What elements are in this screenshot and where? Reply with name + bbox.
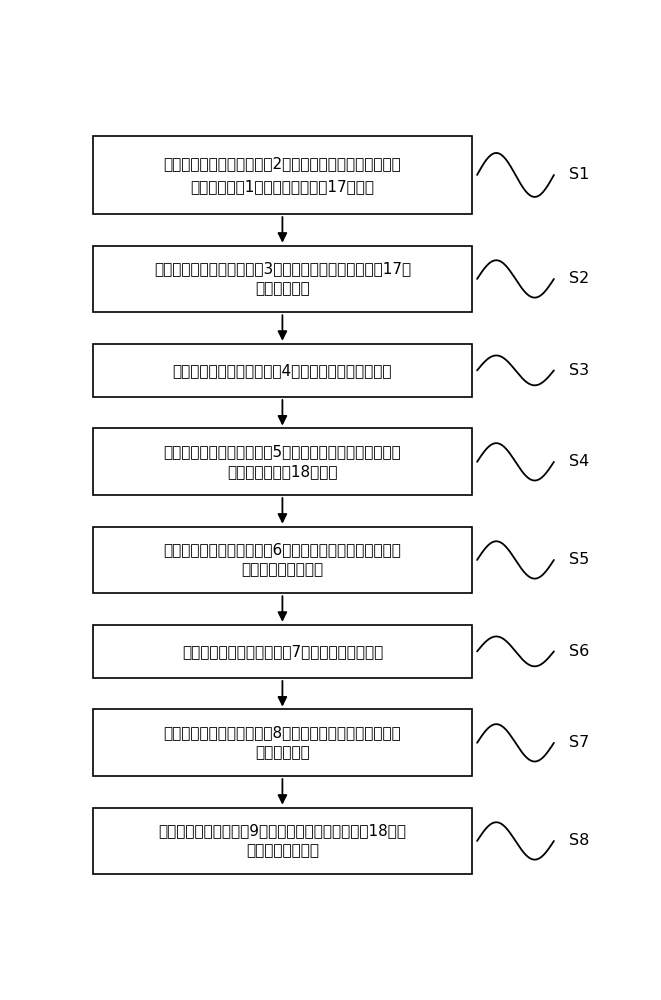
Text: S8: S8 <box>569 833 590 848</box>
Text: 芯轴涂油：芯轴加油装置（7）对芯轴进行涂油。: 芯轴涂油：芯轴加油装置（7）对芯轴进行涂油。 <box>182 644 383 659</box>
Bar <box>93 246 472 312</box>
Text: 机壳中的芯轴上方。: 机壳中的芯轴上方。 <box>241 562 323 577</box>
Text: 机壳翻转：机壳翻转装置（5）将装有芯轴额机壳翻转后放: 机壳翻转：机壳翻转装置（5）将装有芯轴额机壳翻转后放 <box>163 444 401 459</box>
Text: S2: S2 <box>569 271 590 286</box>
Text: 转子组装：转子上料装置（8）将转子清洗之后搬运到芯轴: 转子组装：转子上料装置（8）将转子清洗之后搬运到芯轴 <box>163 725 401 740</box>
Text: S1: S1 <box>569 167 590 182</box>
Text: 中实现上料。: 中实现上料。 <box>255 281 310 296</box>
Text: 芯轴铆压：芯轴铆压装置（4）将芯轴压紧在机壳中。: 芯轴铆压：芯轴铆压装置（4）将芯轴压紧在机壳中。 <box>173 363 392 378</box>
Text: 上实现组装。: 上实现组装。 <box>255 745 310 760</box>
Text: S3: S3 <box>569 363 590 378</box>
Text: S6: S6 <box>569 644 590 659</box>
Text: 弹片组装：弹片上料装置（6）在弹片裁切出来后，组装到: 弹片组装：弹片上料装置（6）在弹片裁切出来后，组装到 <box>163 542 401 557</box>
Text: S7: S7 <box>569 735 590 750</box>
Text: 夹出，实现下料。: 夹出，实现下料。 <box>246 843 319 858</box>
Bar <box>93 136 472 214</box>
Bar <box>93 428 472 495</box>
Text: 具转动装置（1）中的正装治具（17）中。: 具转动装置（1）中的正装治具（17）中。 <box>190 179 374 194</box>
Text: S4: S4 <box>569 454 590 469</box>
Text: S5: S5 <box>569 552 590 567</box>
Bar <box>93 625 472 678</box>
Bar <box>93 344 472 397</box>
Bar <box>93 808 472 874</box>
Text: 机壳上料：机壳上料装置（3）将机壳搬运至正装治具（17）: 机壳上料：机壳上料装置（3）将机壳搬运至正装治具（17） <box>154 261 411 276</box>
Text: 芯轴上料：芯轴上料装置（2）将芯轴分离出来，搬运至治: 芯轴上料：芯轴上料装置（2）将芯轴分离出来，搬运至治 <box>163 156 401 171</box>
Bar <box>93 527 472 593</box>
Text: 下料：产品下料装置（9）将组成产品从反装治具（18）中: 下料：产品下料装置（9）将组成产品从反装治具（18）中 <box>159 823 407 838</box>
Bar <box>93 709 472 776</box>
Text: 置在反装治具（18）中。: 置在反装治具（18）中。 <box>227 464 338 479</box>
